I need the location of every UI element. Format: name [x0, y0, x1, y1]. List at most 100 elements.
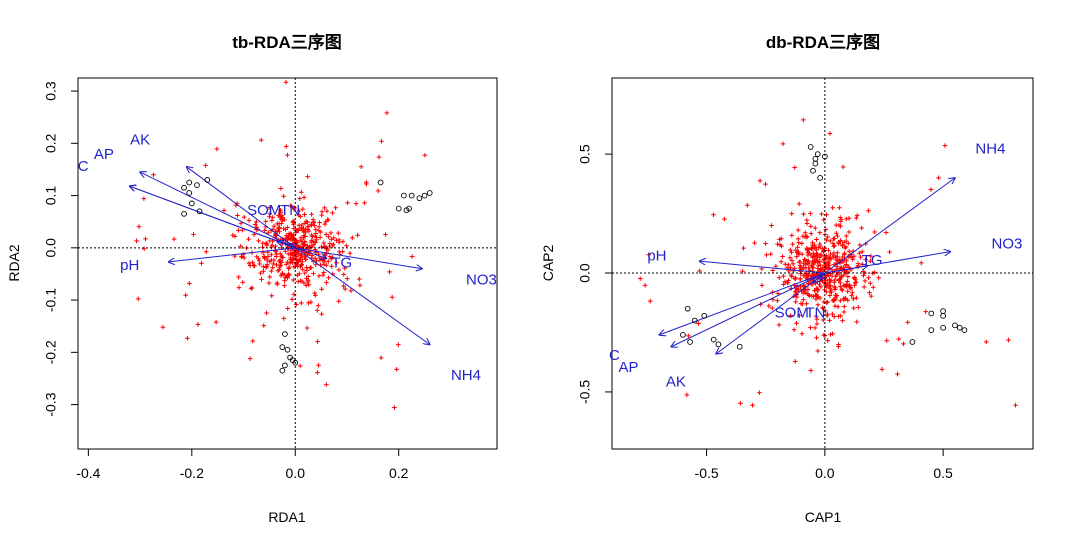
species-point — [786, 262, 791, 268]
species-point — [835, 233, 840, 239]
species-point — [808, 252, 814, 258]
species-point — [277, 229, 282, 235]
species-point — [286, 271, 291, 277]
species-point — [769, 223, 774, 228]
species-point — [858, 254, 863, 260]
species-point — [183, 292, 188, 298]
vector-label-no3: NO3 — [992, 235, 1023, 252]
species-point — [322, 221, 328, 227]
species-point — [780, 141, 786, 147]
species-point — [789, 211, 795, 216]
species-point — [838, 273, 844, 279]
species-point — [868, 253, 874, 259]
species-point — [306, 300, 311, 306]
species-point — [280, 270, 285, 276]
species-point — [792, 359, 798, 364]
species-point — [258, 137, 264, 143]
species-point — [867, 280, 873, 286]
species-point — [796, 259, 802, 265]
species-point — [850, 257, 855, 262]
species-point — [854, 319, 860, 325]
vector-label-ph: pH — [647, 247, 666, 264]
species-point — [285, 306, 291, 311]
species-point — [326, 259, 331, 264]
site-point — [814, 151, 821, 157]
species-point — [832, 236, 837, 241]
species-point — [311, 219, 317, 225]
species-point — [316, 362, 321, 368]
species-point — [835, 254, 840, 259]
species-point — [259, 277, 264, 282]
species-point — [789, 274, 795, 279]
species-point — [265, 254, 271, 259]
species-point — [796, 240, 802, 246]
species-point — [835, 304, 841, 310]
species-point — [296, 212, 302, 218]
species-point — [923, 309, 929, 314]
species-point — [830, 298, 836, 304]
species-point — [221, 208, 227, 213]
species-point — [814, 321, 820, 327]
species-point — [283, 79, 289, 85]
species-point — [861, 273, 866, 278]
species-point — [790, 261, 796, 267]
species-point — [883, 230, 889, 235]
species-point — [302, 270, 308, 276]
species-point — [808, 231, 814, 236]
vector-arrow-ak — [716, 272, 826, 354]
species-point — [269, 242, 275, 248]
vector-arrow-ph — [700, 261, 825, 274]
species-point — [794, 294, 800, 300]
species-point — [813, 313, 819, 319]
species-point — [862, 278, 868, 284]
species-point — [298, 263, 304, 268]
species-point — [290, 218, 296, 224]
vector-label-tn: TN — [280, 202, 300, 219]
species-point — [378, 355, 384, 361]
species-point — [828, 278, 834, 283]
site-point — [909, 339, 916, 345]
species-point — [837, 280, 843, 286]
y-axis-label: RDA2 — [6, 244, 22, 282]
species-point — [256, 258, 262, 264]
site-point — [377, 179, 384, 186]
species-point — [791, 327, 797, 333]
species-point — [832, 303, 838, 309]
species-point — [834, 264, 840, 269]
species-point — [303, 256, 308, 262]
vector-label-nh4: NH4 — [975, 140, 1005, 157]
species-point — [696, 321, 701, 326]
species-point — [249, 285, 255, 291]
species-point — [637, 276, 643, 281]
species-point — [823, 262, 829, 268]
species-point — [283, 249, 288, 254]
species-point — [195, 322, 201, 327]
species-point — [311, 271, 316, 276]
species-point — [322, 205, 327, 211]
species-point — [818, 284, 824, 290]
species-point — [770, 268, 776, 273]
species-point — [315, 308, 320, 313]
species-point — [684, 392, 690, 398]
species-point — [778, 259, 784, 265]
species-point — [292, 205, 297, 211]
species-point — [387, 269, 392, 275]
species-point — [855, 261, 861, 266]
species-point — [722, 216, 727, 222]
species-point — [841, 309, 847, 315]
vector-arrow-som — [277, 242, 296, 249]
species-point — [232, 234, 238, 239]
species-point — [798, 271, 804, 277]
species-point — [246, 236, 251, 242]
y-axis-label: CAP2 — [540, 245, 556, 282]
species-point — [813, 253, 819, 258]
species-point — [285, 225, 290, 230]
species-point — [319, 244, 324, 250]
species-point — [299, 189, 304, 195]
species-point — [781, 282, 786, 287]
site-point — [687, 339, 693, 345]
vector-label-ak: AK — [130, 132, 150, 149]
species-point — [258, 270, 263, 276]
species-point — [291, 219, 297, 225]
species-point — [804, 301, 809, 306]
